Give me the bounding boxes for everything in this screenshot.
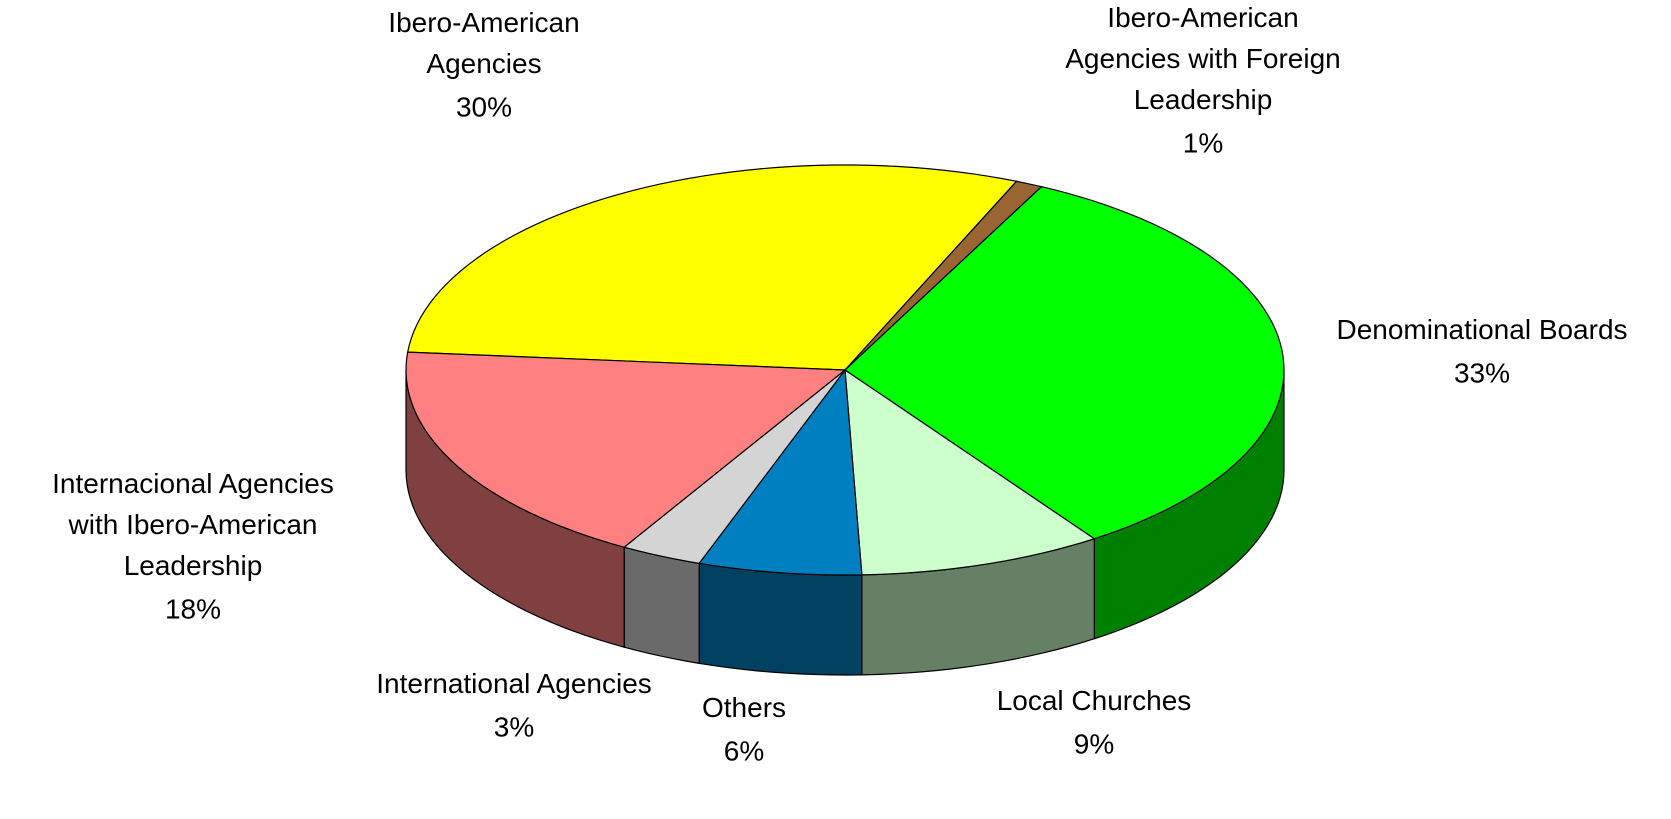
label-line: International Agencies	[376, 668, 652, 699]
slice	[844, 368, 1096, 576]
label-line: Local Churches	[997, 685, 1192, 716]
slice-label: International Agencies	[376, 668, 652, 699]
value-label: 6%	[724, 735, 764, 766]
slice-label: Ibero-American Agencies with Foreign Leade…	[1065, 2, 1340, 115]
slice-label: Ibero-American Agencies	[388, 7, 579, 79]
slice	[844, 186, 1285, 540]
value-label: 33%	[1454, 357, 1510, 388]
slice-label: Others	[702, 692, 786, 723]
slice-side	[698, 562, 863, 676]
slice-label: Internacional Agencies with Ibero-America…	[52, 468, 334, 581]
label-line: Ibero-American	[1107, 2, 1298, 33]
value-label: 30%	[456, 91, 512, 122]
slice	[405, 351, 847, 548]
label-line: Denominational Boards	[1336, 314, 1627, 345]
slice	[622, 369, 846, 565]
value-label: 1%	[1183, 127, 1223, 158]
slice-label: Local Churches	[997, 685, 1192, 716]
label-line: Others	[702, 692, 786, 723]
label-line: Agencies with Foreign	[1065, 43, 1340, 74]
label-line: Agencies	[426, 48, 541, 79]
label-line: Ibero-American	[388, 7, 579, 38]
slice	[406, 164, 1018, 371]
slice-side	[623, 546, 700, 665]
slice	[698, 368, 863, 576]
label-line: Leadership	[124, 550, 263, 581]
value-label: 9%	[1074, 728, 1114, 759]
label-line: Internacional Agencies	[52, 468, 334, 499]
label-line: Leadership	[1134, 84, 1273, 115]
label-line: with Ibero-American	[68, 509, 318, 540]
value-label: 18%	[165, 593, 221, 624]
value-label: 3%	[494, 711, 534, 742]
slice-label: Denominational Boards	[1336, 314, 1627, 345]
